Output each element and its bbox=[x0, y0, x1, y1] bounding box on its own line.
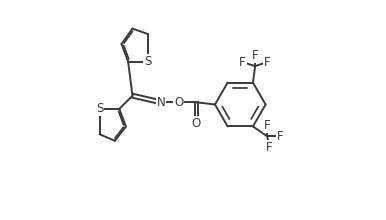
Text: O: O bbox=[192, 117, 201, 130]
Text: F: F bbox=[239, 56, 246, 69]
Text: N: N bbox=[157, 96, 166, 109]
Text: F: F bbox=[264, 56, 271, 69]
Text: F: F bbox=[266, 141, 273, 154]
Text: F: F bbox=[252, 49, 259, 62]
Text: S: S bbox=[144, 55, 152, 68]
Text: F: F bbox=[277, 130, 283, 143]
Text: F: F bbox=[264, 119, 271, 132]
Text: O: O bbox=[174, 96, 183, 109]
Text: S: S bbox=[96, 102, 103, 116]
